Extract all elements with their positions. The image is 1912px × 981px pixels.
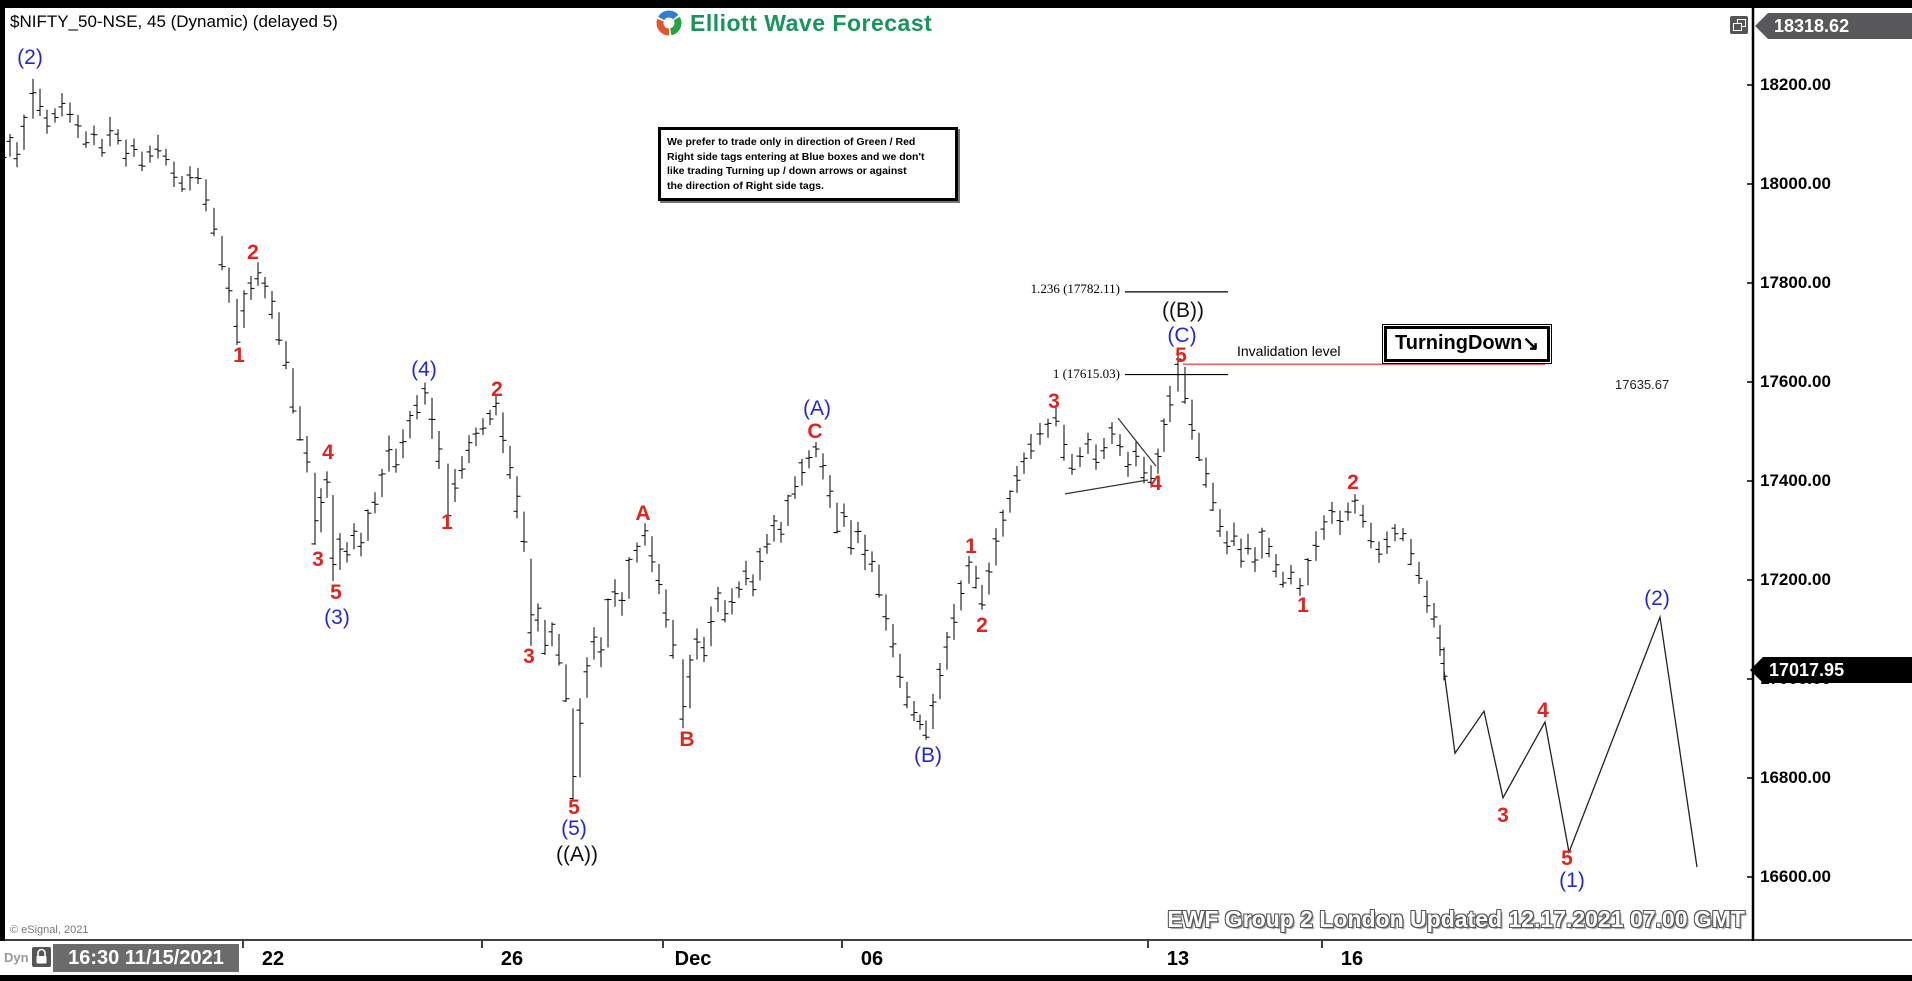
arrow-down-right-icon: ↘ xyxy=(1522,333,1540,355)
wave-label: 3 xyxy=(523,645,535,668)
price-tag-arrow xyxy=(1750,657,1763,683)
turning-down-label: TurningDown xyxy=(1395,332,1523,354)
current-price-tag: 17017.95 xyxy=(1750,657,1912,683)
wave-label: 1 xyxy=(965,535,977,558)
wave-label: 4 xyxy=(322,441,334,464)
restore-glyph xyxy=(1733,23,1742,31)
wave-label: 5 xyxy=(568,796,580,819)
time-axis-strip xyxy=(0,941,1912,975)
dyn-mode-label: Dyn xyxy=(4,950,29,965)
wave-label: ((B)) xyxy=(1162,299,1204,322)
time-axis-label: 06 xyxy=(860,948,884,970)
wave-label: 5 xyxy=(330,581,342,604)
wave-label: (2) xyxy=(1644,587,1670,610)
wave-label: 3 xyxy=(1497,804,1509,827)
price-axis-label: 17800.00 xyxy=(1760,272,1831,292)
wave-label: 2 xyxy=(976,614,988,637)
price-axis-label: 16800.00 xyxy=(1760,767,1831,787)
trading-note-box: We prefer to trade only in direction of … xyxy=(658,127,958,201)
wave-label: 3 xyxy=(1048,390,1060,413)
price-axis-label: 18000.00 xyxy=(1760,173,1831,193)
wave-label: 2 xyxy=(1347,471,1359,494)
wave-label: 1 xyxy=(233,344,245,367)
wave-label: 4 xyxy=(1150,472,1162,495)
wave-label: 1 xyxy=(441,511,453,534)
price-axis-label: 16600.00 xyxy=(1760,866,1831,886)
wave-label: ((A)) xyxy=(556,843,598,866)
wave-label: (3) xyxy=(324,606,350,629)
wave-label: 2 xyxy=(491,378,503,401)
price-tag-arrow xyxy=(1755,13,1768,39)
brand-swirl-icon xyxy=(656,10,682,36)
turning-down-box: TurningDown ↘ xyxy=(1381,324,1553,364)
current-price-value: 17017.95 xyxy=(1763,657,1912,683)
price-axis-label: 17600.00 xyxy=(1760,371,1831,391)
note-line: Right side tags entering at Blue boxes a… xyxy=(667,150,925,163)
restore-window-icon[interactable] xyxy=(1730,16,1748,34)
wave-label: 5 xyxy=(1175,344,1187,367)
window-bottom-border xyxy=(0,975,1912,981)
window-top-border xyxy=(0,0,1912,8)
brand-name: Elliott Wave Forecast xyxy=(690,9,933,36)
wave-label: (4) xyxy=(411,358,437,381)
time-axis-label: 13 xyxy=(1166,948,1190,970)
wave-label: 1 xyxy=(1297,594,1309,617)
chart-title: $NIFTY_50-NSE, 45 (Dynamic) (delayed 5) xyxy=(10,12,338,31)
lock-icon[interactable] xyxy=(32,947,51,967)
time-axis-label: 22 xyxy=(261,948,285,970)
wave-label: 3 xyxy=(312,548,324,571)
brand-logo: Elliott Wave Forecast xyxy=(655,9,932,37)
wave-label: 5 xyxy=(1561,847,1573,870)
projection-path xyxy=(1443,614,1698,868)
price-axis-label: 18200.00 xyxy=(1760,74,1831,94)
wave-label: (1) xyxy=(1559,869,1585,892)
fib-level-label-1236: 1.236 (17782.11) xyxy=(1030,281,1120,296)
last-price-value: 18318.62 xyxy=(1768,13,1912,39)
price-axis-label: 17400.00 xyxy=(1760,470,1831,490)
fib-level-label-1: 1 (17615.03) xyxy=(1052,366,1120,381)
wave-label: (5) xyxy=(561,817,587,840)
time-axis-label: Dec xyxy=(674,948,712,970)
price-axis-label: 17200.00 xyxy=(1760,569,1831,589)
last-price-tag: 18318.62 xyxy=(1755,13,1912,39)
wave-label: B xyxy=(679,728,695,751)
wave-label: 2 xyxy=(247,241,259,264)
first-bar-datetime-badge: 16:30 11/15/2021 xyxy=(53,944,239,972)
wave-label: A xyxy=(635,502,651,525)
wave-label: (A) xyxy=(803,397,831,420)
wave-label: 4 xyxy=(1537,699,1549,722)
wave-label: (2) xyxy=(17,46,43,69)
window-left-border xyxy=(0,0,5,941)
invalidation-price: 17635.67 xyxy=(1615,377,1670,392)
wave-label: C xyxy=(807,420,823,443)
ewf-watermark: EWF Group 2 London Updated 12.17.2021 07… xyxy=(1167,906,1745,932)
wave-label: (C) xyxy=(1167,324,1197,347)
esignal-copyright: © eSignal, 2021 xyxy=(10,924,89,936)
invalidation-level-label: Invalidation level xyxy=(1237,343,1341,359)
note-line: We prefer to trade only in direction of … xyxy=(667,136,916,148)
note-line: the direction of Right side tags. xyxy=(667,179,824,192)
note-line: like trading Turning up / down arrows or… xyxy=(667,165,907,177)
time-axis-label: 16 xyxy=(1340,948,1364,970)
time-axis-label: 26 xyxy=(500,948,524,970)
wave-label: (B) xyxy=(914,744,942,767)
